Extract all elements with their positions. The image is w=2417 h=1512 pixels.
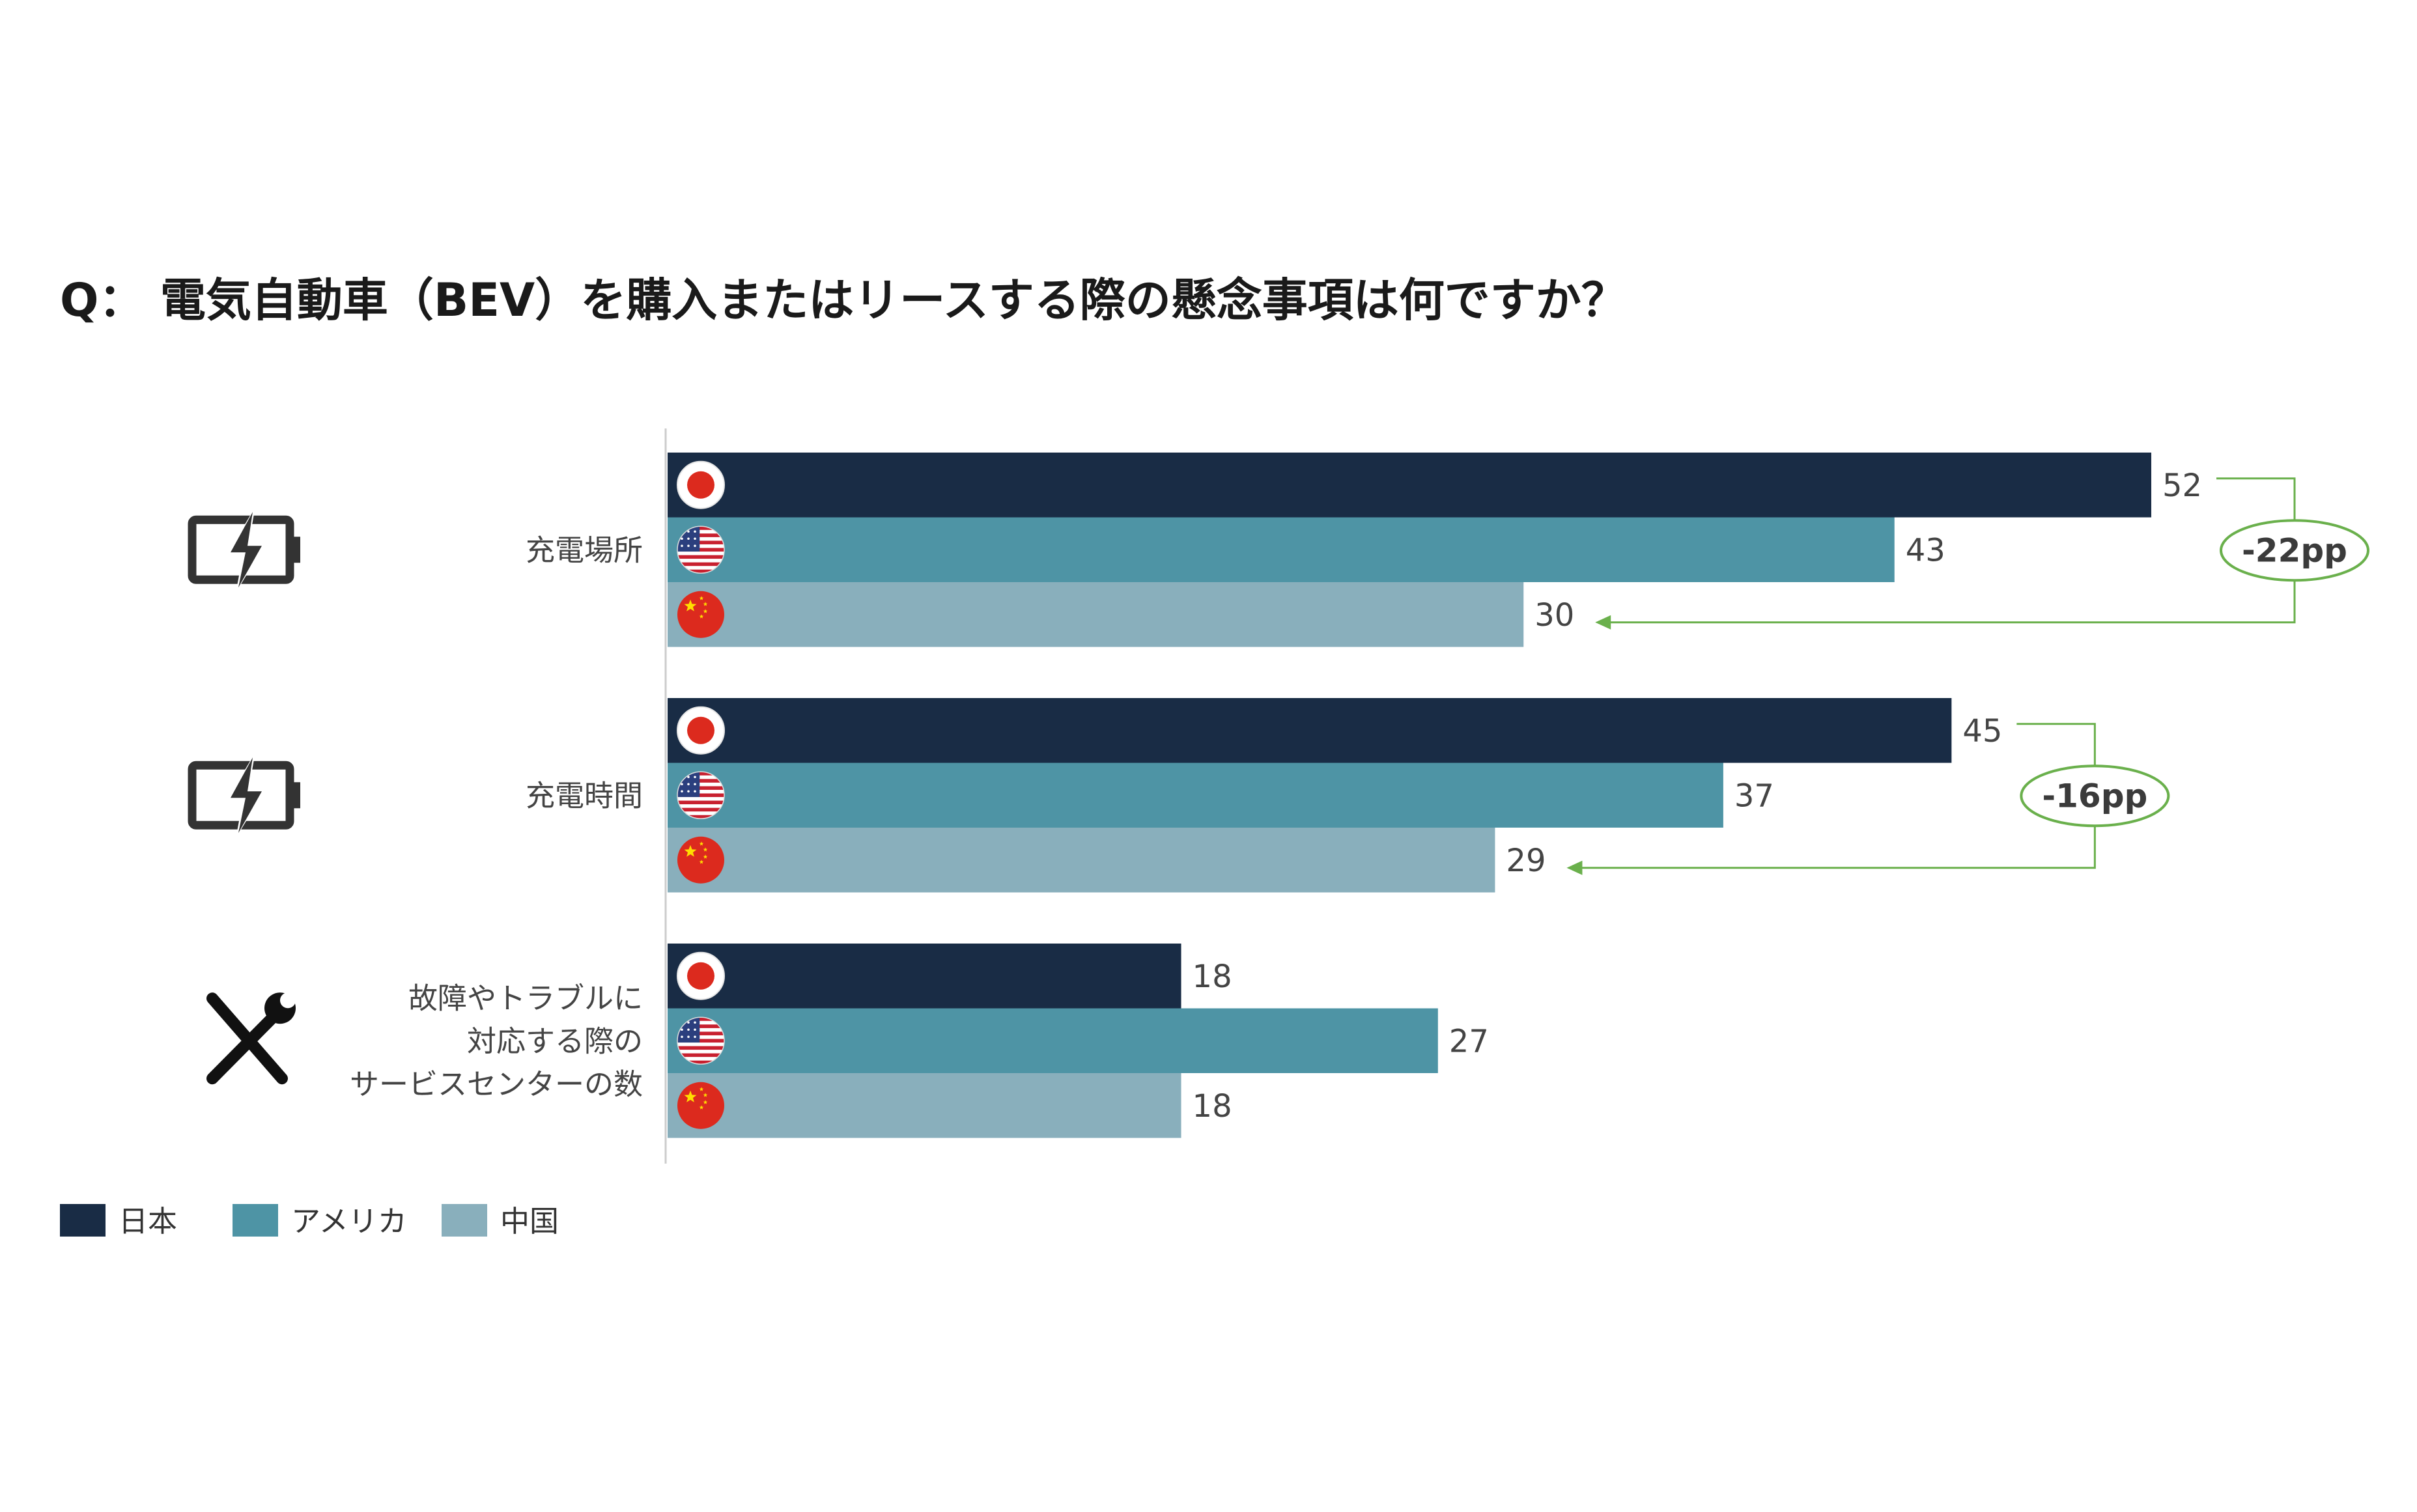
- bar-2-2: [668, 763, 1723, 828]
- value-label-2-2: 37: [1734, 777, 1774, 814]
- chart-title: Q： 電気自動車（BEV）を購入またはリースする際の懸念事項は何ですか？: [60, 273, 1627, 327]
- legend-label-1: 日本: [119, 1204, 177, 1239]
- value-label-3-1: 18: [1193, 959, 1232, 995]
- value-label-3-2: 27: [1449, 1023, 1489, 1059]
- value-label-1-3: 30: [1534, 597, 1574, 634]
- usa-flag-icon: [677, 1016, 725, 1065]
- value-label-1-1: 52: [2162, 468, 2202, 504]
- bar-2-3: [668, 828, 1495, 893]
- bar-1-1: [668, 453, 2151, 518]
- legend-swatch-2: [233, 1204, 278, 1237]
- difference-label-1: -22pp: [2242, 531, 2347, 569]
- usa-flag-icon: [677, 771, 725, 819]
- wrench-screwdriver-icon: [206, 992, 296, 1085]
- bars-layer: [668, 453, 2151, 1138]
- bar-3-1: [668, 944, 1181, 1009]
- japan-flag-icon: [677, 460, 725, 509]
- difference-annotation-2: -16pp: [1566, 723, 2170, 875]
- battery-charging-icon: [188, 752, 300, 839]
- china-flag-icon: [677, 591, 724, 638]
- bar-1-3: [668, 582, 1524, 647]
- value-label-2-3: 29: [1506, 843, 1546, 879]
- china-flag-icon: [677, 836, 724, 884]
- bar-2-1: [668, 698, 1952, 763]
- value-label-2-1: 45: [1962, 713, 2002, 749]
- legend-swatch-3: [442, 1204, 487, 1237]
- japan-flag-icon: [677, 706, 725, 755]
- difference-label-2: -16pp: [2042, 777, 2147, 815]
- usa-flag-icon: [677, 525, 725, 574]
- legend-label-3: 中国: [500, 1204, 559, 1239]
- value-label-1-2: 43: [1906, 532, 1945, 568]
- legend-label-2: アメリカ: [291, 1204, 407, 1239]
- difference-annotation-1: -22pp: [1595, 477, 2369, 630]
- legend: 日本 アメリカ 中国: [60, 1204, 559, 1239]
- difference-bubble-1: [2220, 519, 2369, 582]
- difference-bubble-2: [2020, 764, 2170, 828]
- bar-3-2: [668, 1008, 1438, 1073]
- bar-3-3: [668, 1073, 1181, 1138]
- legend-swatch-1: [60, 1204, 106, 1237]
- category-label-3-line-3: サービスセンターの数: [350, 1067, 643, 1101]
- bar-1-2: [668, 517, 1895, 582]
- category-label-2: 充電時間: [526, 778, 643, 813]
- annotations-layer: -22pp -16pp: [1566, 477, 2369, 875]
- japan-flag-icon: [677, 951, 725, 1000]
- china-flag-icon: [677, 1082, 724, 1129]
- battery-charging-icon: [188, 507, 300, 593]
- value-label-3-3: 18: [1193, 1088, 1232, 1125]
- category-label-1: 充電場所: [526, 533, 643, 567]
- category-label-3-line-2: 対応する際の: [467, 1024, 643, 1058]
- icons-layer: [188, 460, 725, 1129]
- category-label-3-line-1: 故障やトラブルに: [408, 981, 643, 1015]
- labels-layer: 52 43 30 充電場所 45 37 29 充電時間 18 27 18 故障やトラブルに対応する際の…: [350, 468, 2202, 1125]
